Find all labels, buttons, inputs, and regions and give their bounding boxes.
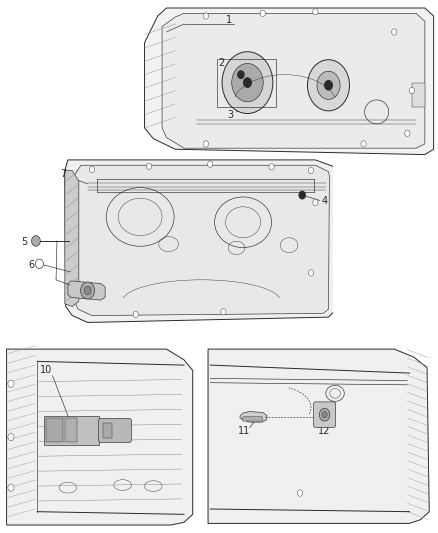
Circle shape xyxy=(8,484,14,491)
Circle shape xyxy=(222,52,273,114)
Circle shape xyxy=(244,78,251,87)
Bar xyxy=(412,83,425,107)
Polygon shape xyxy=(65,160,335,322)
FancyBboxPatch shape xyxy=(314,402,336,427)
Circle shape xyxy=(322,411,327,418)
Polygon shape xyxy=(145,8,434,155)
Circle shape xyxy=(133,311,138,318)
Circle shape xyxy=(319,408,330,421)
Circle shape xyxy=(307,60,350,111)
Circle shape xyxy=(361,141,366,147)
Text: 10: 10 xyxy=(40,366,52,375)
Circle shape xyxy=(313,9,318,15)
Text: 3: 3 xyxy=(228,110,234,120)
Circle shape xyxy=(299,191,305,199)
Circle shape xyxy=(325,80,332,90)
Bar xyxy=(46,418,63,442)
Text: 11: 11 xyxy=(238,426,251,435)
Circle shape xyxy=(89,166,95,173)
Circle shape xyxy=(313,199,318,206)
Circle shape xyxy=(35,259,43,269)
Polygon shape xyxy=(74,165,329,316)
Circle shape xyxy=(146,163,152,169)
Circle shape xyxy=(8,380,14,387)
Circle shape xyxy=(232,63,263,102)
Circle shape xyxy=(208,161,213,167)
Bar xyxy=(44,416,99,445)
Text: 12: 12 xyxy=(318,426,331,435)
Circle shape xyxy=(308,270,314,276)
Bar xyxy=(65,418,77,442)
Polygon shape xyxy=(162,13,425,148)
Text: 6: 6 xyxy=(28,261,35,270)
Circle shape xyxy=(203,141,208,147)
Text: 5: 5 xyxy=(21,237,28,247)
Circle shape xyxy=(238,71,244,78)
Polygon shape xyxy=(7,349,193,525)
FancyBboxPatch shape xyxy=(99,418,131,442)
Circle shape xyxy=(32,236,40,246)
Circle shape xyxy=(409,87,414,94)
Polygon shape xyxy=(208,349,429,523)
Circle shape xyxy=(308,167,314,174)
Polygon shape xyxy=(240,411,267,422)
Polygon shape xyxy=(65,171,79,306)
Circle shape xyxy=(317,71,340,99)
Bar xyxy=(333,160,438,330)
Text: 7: 7 xyxy=(60,169,67,179)
Polygon shape xyxy=(242,417,263,421)
Circle shape xyxy=(81,282,95,299)
Text: 2: 2 xyxy=(218,58,224,68)
Circle shape xyxy=(269,164,274,170)
Bar xyxy=(217,59,276,107)
Circle shape xyxy=(392,29,397,35)
Circle shape xyxy=(405,130,410,136)
Bar xyxy=(103,423,112,438)
Text: 4: 4 xyxy=(322,197,328,206)
Circle shape xyxy=(260,10,265,17)
Circle shape xyxy=(297,490,303,496)
Polygon shape xyxy=(68,281,105,300)
Circle shape xyxy=(203,13,208,19)
Circle shape xyxy=(221,309,226,315)
Circle shape xyxy=(84,286,91,295)
Circle shape xyxy=(8,433,14,441)
Text: 1: 1 xyxy=(226,15,232,25)
